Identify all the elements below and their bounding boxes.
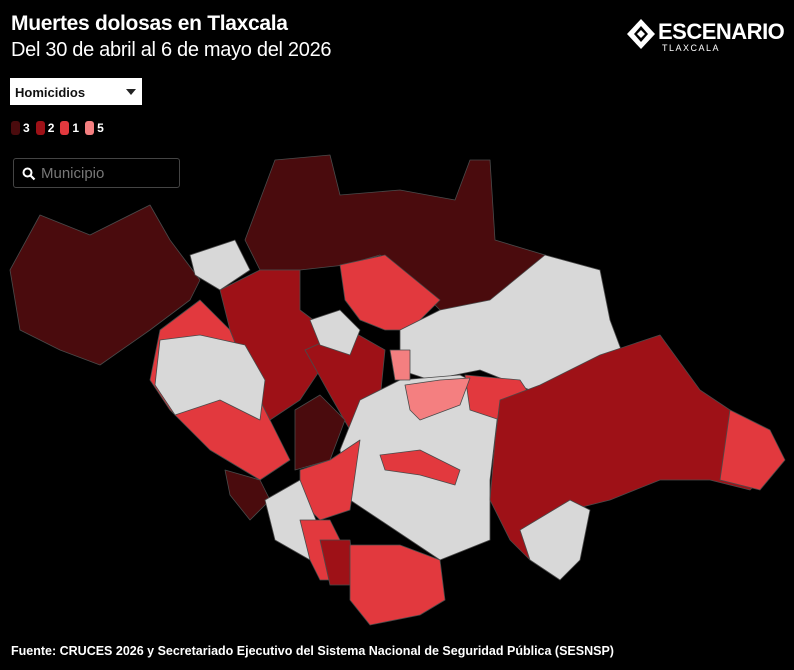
legend-item: 5 (85, 121, 104, 135)
logo: ESCENARIO TLAXCALA (626, 16, 786, 56)
municipality (9, 204, 201, 366)
legend-swatch (60, 121, 70, 135)
source: Fuente: CRUCES 2026 y Secretariado Ejecu… (11, 644, 614, 658)
municipality (294, 394, 346, 471)
logo-icon (627, 19, 655, 49)
legend-swatch (85, 121, 95, 135)
municipality (224, 469, 271, 521)
municipality (339, 254, 441, 331)
municipality (519, 499, 591, 581)
legend-label: 3 (23, 121, 30, 135)
dropdown[interactable]: Homicidios (10, 78, 142, 105)
search-placeholder: Municipio (41, 165, 105, 182)
legend-item: 1 (60, 121, 79, 135)
legend-label: 2 (47, 121, 55, 135)
legend-swatch (35, 121, 45, 135)
legend-label: 1 (72, 121, 80, 135)
legend-label: 5 (97, 121, 104, 135)
title: Muertes dolosas en Tlaxcala (11, 12, 288, 35)
map (9, 154, 786, 626)
municipality (189, 239, 251, 291)
subtitle: Del 30 de abril al 6 de mayo del 2026 (11, 39, 332, 61)
legend-item: 2 (35, 121, 55, 135)
municipality (379, 449, 461, 486)
municipality (154, 334, 266, 421)
municipality (309, 309, 361, 356)
municipality (389, 349, 411, 381)
municipalities (9, 154, 786, 626)
dropdown-arrow (126, 89, 136, 95)
municipality (349, 544, 446, 626)
logo-name: ESCENARIO (658, 19, 785, 44)
search-icon (22, 167, 36, 181)
legend-swatch (11, 121, 20, 135)
municipality (719, 409, 786, 491)
dropdown-value: Homicidios (15, 85, 86, 100)
legend: 3 2 1 5 (11, 121, 104, 135)
search-box[interactable]: Municipio (13, 158, 180, 188)
logo-place: TLAXCALA (662, 43, 721, 53)
legend-item: 3 (11, 121, 30, 135)
municipality (489, 334, 781, 561)
municipality (404, 377, 471, 421)
